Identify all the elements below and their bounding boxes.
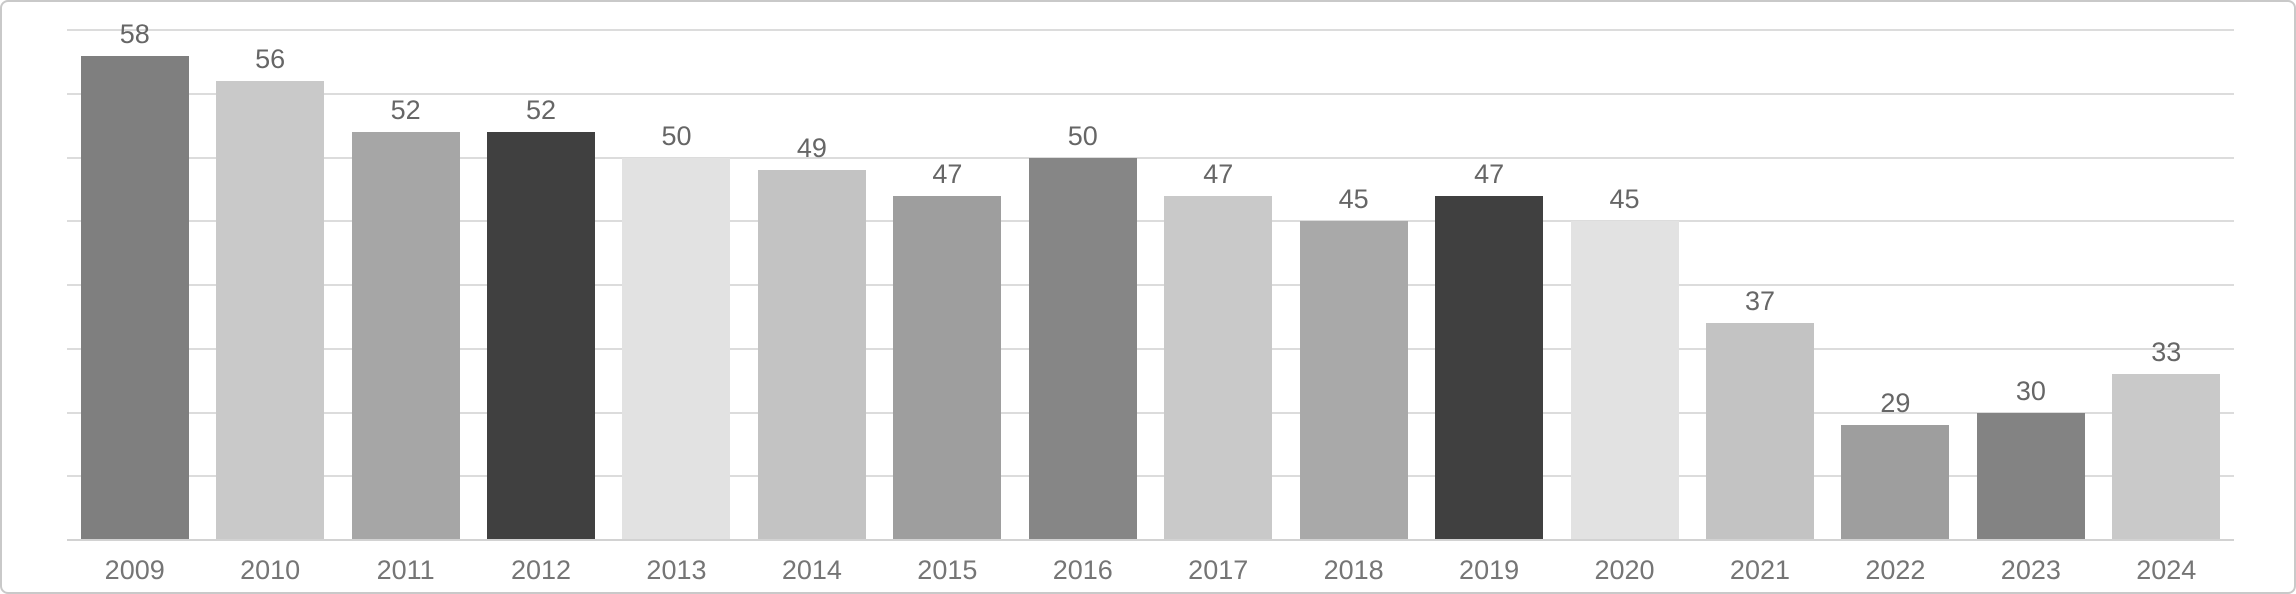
bar-value-label: 50 xyxy=(1067,120,1098,151)
gridline xyxy=(67,284,2234,286)
bar-2011 xyxy=(351,132,460,539)
bar-2012 xyxy=(487,132,596,539)
bar-value-label: 45 xyxy=(1338,184,1369,215)
bar-value-label: 47 xyxy=(932,158,963,189)
x-axis-label: 2019 xyxy=(1459,555,1520,585)
bar-2013 xyxy=(622,157,731,539)
bar-value-label: 47 xyxy=(1203,158,1234,189)
gridline xyxy=(67,411,2234,414)
bar-value-label: 52 xyxy=(390,95,421,125)
bar-value-label: 58 xyxy=(119,18,150,49)
x-axis-label: 2015 xyxy=(917,555,978,585)
bar-value-label: 49 xyxy=(796,133,827,164)
bar-2014 xyxy=(757,170,866,539)
gridline xyxy=(67,347,2234,350)
bar-2022 xyxy=(1841,425,1950,539)
bar-2024 xyxy=(2112,374,2221,539)
bar-value-label: 47 xyxy=(1474,158,1505,189)
x-axis-baseline xyxy=(67,539,2234,541)
bar-value-label: 37 xyxy=(1744,286,1775,317)
x-axis-label: 2024 xyxy=(2136,555,2197,585)
gridline xyxy=(67,92,2234,95)
bar-value-label: 33 xyxy=(2151,337,2182,368)
bar-2016 xyxy=(1028,157,1137,539)
x-axis-label: 2011 xyxy=(376,555,435,585)
bar-value-label: 56 xyxy=(255,44,286,74)
x-axis-label: 2023 xyxy=(2000,555,2061,585)
x-axis-label: 2017 xyxy=(1188,555,1249,585)
gridline xyxy=(67,475,2234,478)
x-axis-label: 2010 xyxy=(240,555,301,585)
bar-value-label: 45 xyxy=(1609,184,1640,215)
bar-2023 xyxy=(1976,412,2085,539)
bar-2018 xyxy=(1299,221,1408,539)
x-axis-label: 2014 xyxy=(781,555,842,585)
bar-2020 xyxy=(1570,221,1679,539)
bar-value-label: 52 xyxy=(526,95,557,125)
bar-2015 xyxy=(893,195,1002,539)
gridline xyxy=(67,29,2234,31)
x-axis-label: 2018 xyxy=(1323,555,1384,585)
bar-2010 xyxy=(216,81,325,539)
bar-2017 xyxy=(1164,195,1273,539)
bar-value-label: 30 xyxy=(2015,375,2046,406)
bar-value-label: 29 xyxy=(1880,388,1911,419)
x-axis-label: 2012 xyxy=(510,555,572,585)
x-axis-label: 2013 xyxy=(646,555,707,585)
x-axis-label: 2016 xyxy=(1052,555,1113,585)
bar-2009 xyxy=(80,55,189,539)
bar-2021 xyxy=(1705,323,1814,539)
bar-value-label: 50 xyxy=(661,120,692,151)
x-axis-label: 2022 xyxy=(1865,555,1926,585)
x-axis-label: 2020 xyxy=(1594,555,1655,585)
gridline xyxy=(67,156,2234,159)
bar-2019 xyxy=(1435,195,1544,539)
x-axis-label: 2021 xyxy=(1729,555,1790,585)
gridline xyxy=(67,220,2234,223)
x-axis-label: 2009 xyxy=(104,555,165,585)
